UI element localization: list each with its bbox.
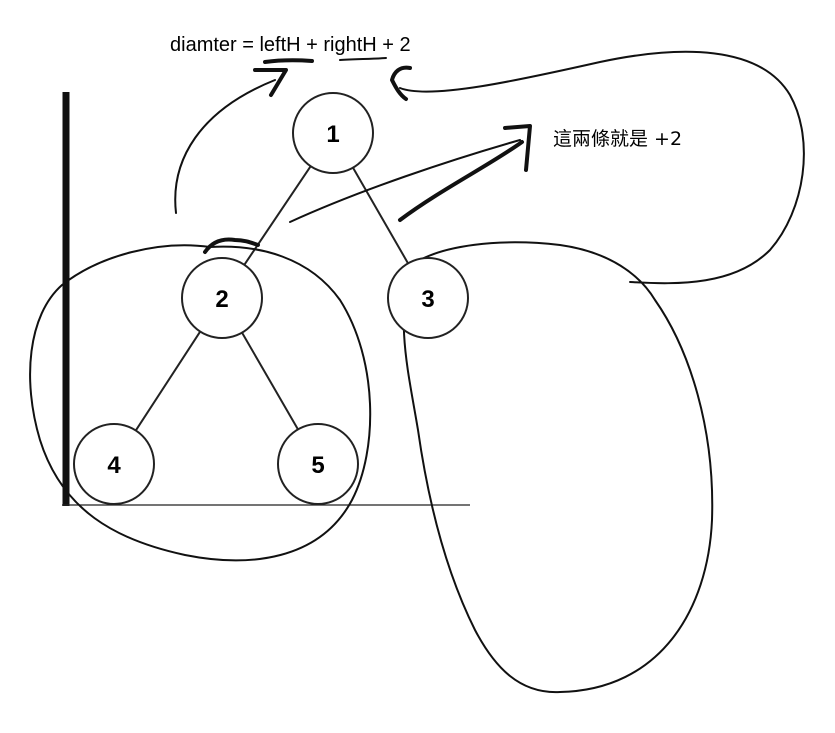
node-circle-5 (277, 423, 359, 505)
rightH-arrowhead (390, 65, 412, 101)
tree-node-4: 4 (73, 423, 155, 505)
edge-2-5 (241, 332, 299, 430)
left-loop-mark (203, 237, 260, 254)
leftH-arrowhead (253, 68, 288, 97)
node-circle-1 (292, 92, 374, 174)
tree-nodes: 1 2 3 4 5 (73, 92, 469, 505)
left-subtree-loop (29, 244, 372, 562)
note-text: 這兩條就是 +2 (553, 128, 682, 150)
edge-2-4 (134, 330, 202, 432)
node-label-1: 1 (326, 121, 339, 148)
note-arrowhead (503, 124, 532, 172)
right-subtree-loop (402, 241, 714, 694)
node-circle-3 (387, 257, 469, 339)
node-label-2: 2 (215, 286, 228, 313)
tree-node-1: 1 (292, 92, 374, 174)
formula-text: diamter = leftH + rightH + 2 (170, 34, 411, 56)
node-label-4: 4 (107, 452, 121, 479)
note-line-lower (398, 140, 524, 222)
note-line-upper (289, 139, 521, 223)
leftH-arrow (174, 79, 276, 214)
tree-edges (134, 165, 409, 432)
node-circle-2 (181, 257, 263, 339)
tree-node-3: 3 (387, 257, 469, 339)
edge-1-3 (352, 167, 409, 264)
upper-right-loop (399, 50, 805, 285)
node-label-3: 3 (421, 286, 434, 313)
node-circle-4 (73, 423, 155, 505)
leftH-underline (263, 58, 314, 64)
node-label-5: 5 (311, 452, 324, 479)
tree-node-2: 2 (181, 257, 263, 339)
tree-node-5: 5 (277, 423, 359, 505)
rightH-underline (339, 57, 387, 61)
